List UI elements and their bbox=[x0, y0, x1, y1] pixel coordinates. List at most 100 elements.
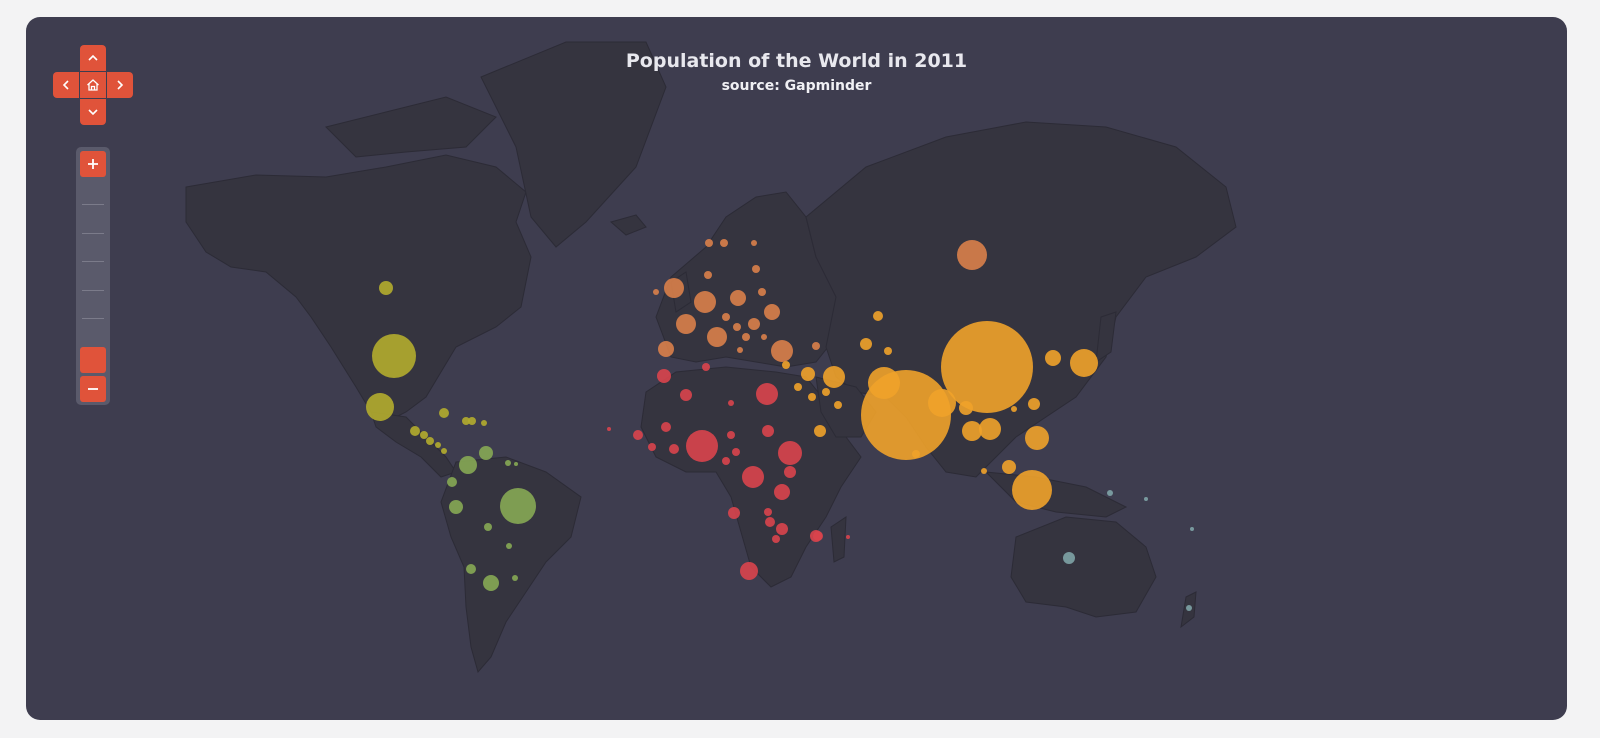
bubble[interactable] bbox=[823, 366, 845, 388]
bubble[interactable] bbox=[653, 289, 659, 295]
bubble[interactable] bbox=[479, 446, 493, 460]
bubble[interactable] bbox=[979, 418, 1001, 440]
bubble[interactable] bbox=[727, 431, 735, 439]
bubble[interactable] bbox=[702, 363, 710, 371]
bubble[interactable] bbox=[686, 430, 718, 462]
bubble[interactable] bbox=[813, 531, 823, 541]
bubble[interactable] bbox=[439, 408, 449, 418]
bubble[interactable] bbox=[1186, 605, 1192, 611]
bubble[interactable] bbox=[366, 393, 394, 421]
bubble[interactable] bbox=[441, 448, 447, 454]
bubble[interactable] bbox=[1070, 349, 1098, 377]
bubble[interactable] bbox=[764, 304, 780, 320]
world-map[interactable] bbox=[26, 17, 1567, 720]
bubble[interactable] bbox=[778, 441, 802, 465]
bubble[interactable] bbox=[981, 468, 987, 474]
bubble[interactable] bbox=[657, 369, 671, 383]
zoom-out-button[interactable] bbox=[80, 376, 106, 402]
bubble[interactable] bbox=[765, 517, 775, 527]
bubble[interactable] bbox=[720, 239, 728, 247]
bubble[interactable] bbox=[771, 340, 793, 362]
bubble[interactable] bbox=[868, 367, 900, 399]
bubble[interactable] bbox=[962, 421, 982, 441]
bubble[interactable] bbox=[676, 314, 696, 334]
bubble[interactable] bbox=[447, 477, 457, 487]
bubble[interactable] bbox=[812, 342, 820, 350]
bubble[interactable] bbox=[756, 383, 778, 405]
bubble[interactable] bbox=[751, 240, 757, 246]
bubble[interactable] bbox=[846, 535, 850, 539]
bubble[interactable] bbox=[661, 422, 671, 432]
bubble[interactable] bbox=[694, 291, 716, 313]
bubble[interactable] bbox=[814, 425, 826, 437]
bubble[interactable] bbox=[772, 535, 780, 543]
bubble[interactable] bbox=[459, 456, 477, 474]
bubble[interactable] bbox=[1063, 552, 1075, 564]
bubble[interactable] bbox=[752, 265, 760, 273]
bubble[interactable] bbox=[764, 508, 772, 516]
bubble[interactable] bbox=[514, 462, 518, 466]
bubble[interactable] bbox=[762, 425, 774, 437]
bubble[interactable] bbox=[633, 430, 643, 440]
bubble[interactable] bbox=[449, 500, 463, 514]
bubble[interactable] bbox=[410, 426, 420, 436]
bubble[interactable] bbox=[506, 543, 512, 549]
bubble[interactable] bbox=[761, 334, 767, 340]
bubble[interactable] bbox=[742, 466, 764, 488]
bubble[interactable] bbox=[782, 361, 790, 369]
bubble[interactable] bbox=[468, 417, 476, 425]
bubble[interactable] bbox=[748, 318, 760, 330]
bubble[interactable] bbox=[733, 323, 741, 331]
bubble[interactable] bbox=[1045, 350, 1061, 366]
bubble[interactable] bbox=[1144, 497, 1148, 501]
bubble[interactable] bbox=[737, 347, 743, 353]
pan-down-button[interactable] bbox=[80, 99, 106, 125]
bubble[interactable] bbox=[873, 311, 883, 321]
bubble[interactable] bbox=[680, 389, 692, 401]
bubble[interactable] bbox=[884, 347, 892, 355]
bubble[interactable] bbox=[1190, 527, 1194, 531]
bubble[interactable] bbox=[705, 239, 713, 247]
bubble[interactable] bbox=[512, 575, 518, 581]
bubble[interactable] bbox=[1011, 406, 1017, 412]
bubble[interactable] bbox=[1028, 398, 1040, 410]
bubble[interactable] bbox=[740, 562, 758, 580]
bubble[interactable] bbox=[928, 389, 956, 417]
zoom-slider-handle[interactable] bbox=[80, 347, 106, 373]
bubble[interactable] bbox=[860, 338, 872, 350]
bubble[interactable] bbox=[808, 393, 816, 401]
bubble[interactable] bbox=[784, 466, 796, 478]
bubble[interactable] bbox=[732, 448, 740, 456]
bubble[interactable] bbox=[484, 523, 492, 531]
bubble[interactable] bbox=[1107, 490, 1113, 496]
bubble[interactable] bbox=[379, 281, 393, 295]
bubble[interactable] bbox=[648, 443, 656, 451]
bubble[interactable] bbox=[1012, 470, 1052, 510]
bubble[interactable] bbox=[658, 341, 674, 357]
bubble[interactable] bbox=[607, 427, 611, 431]
bubble[interactable] bbox=[728, 507, 740, 519]
bubble[interactable] bbox=[505, 460, 511, 466]
zoom-in-button[interactable] bbox=[80, 151, 106, 177]
bubble[interactable] bbox=[462, 417, 470, 425]
pan-left-button[interactable] bbox=[53, 72, 79, 98]
bubble[interactable] bbox=[483, 575, 499, 591]
bubble[interactable] bbox=[822, 388, 830, 396]
bubble[interactable] bbox=[466, 564, 476, 574]
bubble[interactable] bbox=[912, 450, 920, 458]
bubble[interactable] bbox=[742, 333, 750, 341]
bubble[interactable] bbox=[957, 240, 987, 270]
bubble[interactable] bbox=[722, 457, 730, 465]
bubble[interactable] bbox=[707, 327, 727, 347]
bubble[interactable] bbox=[722, 313, 730, 321]
bubble[interactable] bbox=[420, 431, 428, 439]
pan-up-button[interactable] bbox=[80, 45, 106, 71]
bubble[interactable] bbox=[426, 437, 434, 445]
bubble[interactable] bbox=[372, 334, 416, 378]
bubble[interactable] bbox=[664, 278, 684, 298]
bubble[interactable] bbox=[801, 367, 815, 381]
bubble[interactable] bbox=[435, 442, 441, 448]
bubble[interactable] bbox=[774, 484, 790, 500]
bubble[interactable] bbox=[776, 523, 788, 535]
pan-right-button[interactable] bbox=[107, 72, 133, 98]
